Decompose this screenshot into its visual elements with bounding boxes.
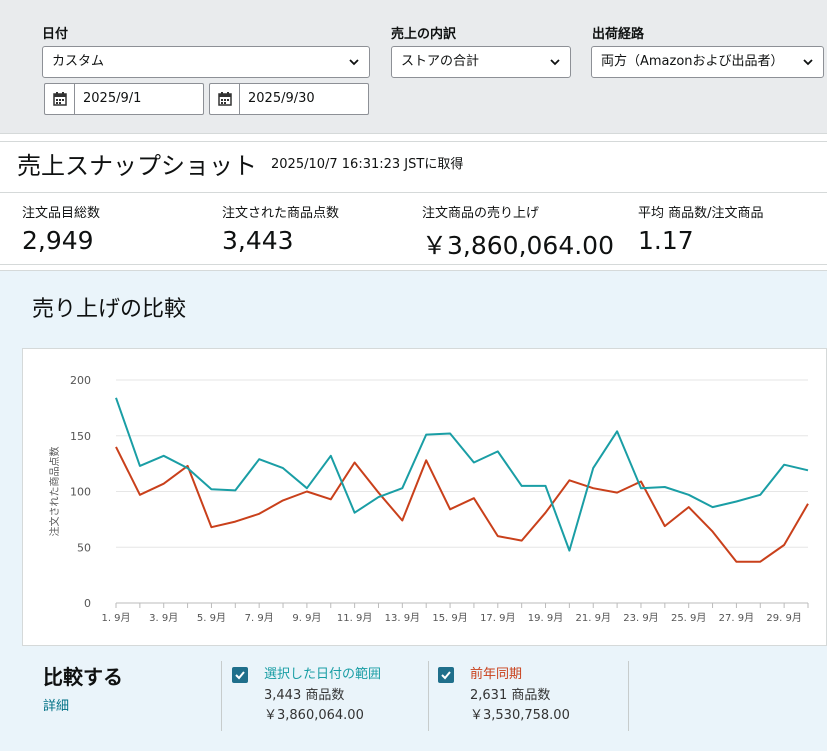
breakdown-select[interactable]: ストアの合計 bbox=[391, 46, 571, 78]
y-tick-label: 200 bbox=[70, 374, 91, 387]
metric-order-items: 注文品目総数 2,949 bbox=[22, 202, 100, 255]
breakdown-filter-label: 売上の内訳 bbox=[391, 27, 457, 42]
divider bbox=[628, 661, 629, 731]
x-tick-label: 9. 9月 bbox=[292, 612, 321, 624]
legend-units: 3,443 商品数 bbox=[264, 688, 345, 703]
end-date-field[interactable]: 2025/9/30 bbox=[209, 83, 369, 115]
metric-label: 注文商品の売り上げ bbox=[422, 206, 540, 221]
chart-container: 0 50 100 150 200 1. 9月 3. 9月 5. 9月 7. 9月 9. 9月 11.… bbox=[22, 348, 827, 646]
y-tick-label: 0 bbox=[84, 597, 91, 610]
x-tick-label: 5. 9月 bbox=[197, 612, 226, 624]
y-tick-label: 50 bbox=[77, 541, 91, 554]
divider bbox=[0, 192, 827, 193]
channel-value: 両方（Amazonおよび出品者） bbox=[601, 54, 784, 69]
compare-heading: 比較する bbox=[43, 665, 123, 689]
legend-checkbox-previous[interactable] bbox=[438, 667, 454, 683]
metric-avg-units-per-item: 平均 商品数/注文商品 1.17 bbox=[638, 202, 764, 255]
x-tick-label: 3. 9月 bbox=[149, 612, 178, 624]
snapshot-timestamp: 2025/10/7 16:31:23 JSTに取得 bbox=[271, 157, 464, 172]
start-date-field[interactable]: 2025/9/1 bbox=[44, 83, 204, 115]
metric-value: 2,949 bbox=[22, 226, 94, 255]
legend-sales: ￥3,530,758.00 bbox=[470, 708, 570, 723]
series-line-previous-year bbox=[115, 446, 809, 563]
channel-filter-label: 出荷経路 bbox=[592, 27, 645, 42]
divider bbox=[221, 661, 222, 731]
channel-select[interactable]: 両方（Amazonおよび出品者） bbox=[591, 46, 824, 78]
legend-series-name: 選択した日付の範囲 bbox=[264, 667, 382, 682]
date-range-select[interactable]: カスタム bbox=[42, 46, 370, 78]
x-tick-label: 23. 9月 bbox=[623, 612, 658, 624]
metric-value: 3,443 bbox=[222, 226, 294, 255]
end-date-value: 2025/9/30 bbox=[248, 91, 315, 106]
legend-series-name: 前年同期 bbox=[470, 667, 523, 682]
x-tick-label: 13. 9月 bbox=[385, 612, 420, 624]
calendar-icon[interactable] bbox=[45, 84, 75, 114]
checkmark-icon bbox=[235, 671, 245, 680]
metric-label: 注文品目総数 bbox=[22, 206, 101, 221]
sales-snapshot-panel: 売上スナップショット 2025/10/7 16:31:23 JSTに取得 注文品… bbox=[0, 141, 827, 265]
chevron-down-icon bbox=[349, 59, 359, 66]
date-filter-label: 日付 bbox=[42, 27, 69, 42]
x-tick-label: 19. 9月 bbox=[528, 612, 563, 624]
comparison-title: 売り上げの比較 bbox=[32, 297, 187, 322]
y-tick-label: 100 bbox=[70, 486, 91, 499]
divider bbox=[428, 661, 429, 731]
chevron-down-icon bbox=[550, 59, 560, 66]
legend-sales: ￥3,860,064.00 bbox=[264, 708, 364, 723]
date-range-value: カスタム bbox=[52, 54, 105, 69]
x-tick-label: 15. 9月 bbox=[432, 612, 467, 624]
x-tick-label: 17. 9月 bbox=[480, 612, 515, 624]
metric-label: 平均 商品数/注文商品 bbox=[638, 206, 764, 221]
chevron-down-icon bbox=[803, 59, 813, 66]
series-line-current bbox=[115, 397, 809, 552]
sales-comparison-panel: 売り上げの比較 0 50 100 150 200 1. 9月 3. 9月 5. 9月 7. 9月… bbox=[0, 270, 827, 751]
x-tick-label: 25. 9月 bbox=[671, 612, 706, 624]
breakdown-value: ストアの合計 bbox=[401, 54, 480, 69]
y-axis-label: 注文された商品点数 bbox=[48, 447, 61, 537]
line-chart: 0 50 100 150 200 1. 9月 3. 9月 5. 9月 7. 9月 9. 9月 11.… bbox=[48, 374, 809, 624]
checkmark-icon bbox=[441, 671, 451, 680]
x-tick-label: 21. 9月 bbox=[576, 612, 611, 624]
metric-ordered-sales: 注文商品の売り上げ ￥3,860,064.00 bbox=[422, 202, 614, 262]
x-tick-label: 27. 9月 bbox=[719, 612, 754, 624]
legend-checkbox-current[interactable] bbox=[232, 667, 248, 683]
details-link[interactable]: 詳細 bbox=[43, 699, 70, 714]
x-tick-label: 11. 9月 bbox=[337, 612, 372, 624]
y-tick-label: 150 bbox=[70, 430, 91, 443]
snapshot-title: 売上スナップショット bbox=[17, 152, 257, 180]
filter-bar: 日付 カスタム 2025/9/1 2025/9/30 売上の内訳 ストアの合計 … bbox=[0, 0, 827, 134]
legend-units: 2,631 商品数 bbox=[470, 688, 551, 703]
metric-label: 注文された商品点数 bbox=[222, 206, 340, 221]
x-tick-label: 29. 9月 bbox=[766, 612, 801, 624]
x-tick-label: 7. 9月 bbox=[245, 612, 274, 624]
x-tick-label: 1. 9月 bbox=[101, 612, 130, 624]
calendar-icon[interactable] bbox=[210, 84, 240, 114]
metric-value: 1.17 bbox=[638, 226, 694, 255]
metric-units-ordered: 注文された商品点数 3,443 bbox=[222, 202, 339, 255]
metric-value: ￥3,860,064.00 bbox=[422, 231, 614, 260]
start-date-value: 2025/9/1 bbox=[83, 91, 142, 106]
